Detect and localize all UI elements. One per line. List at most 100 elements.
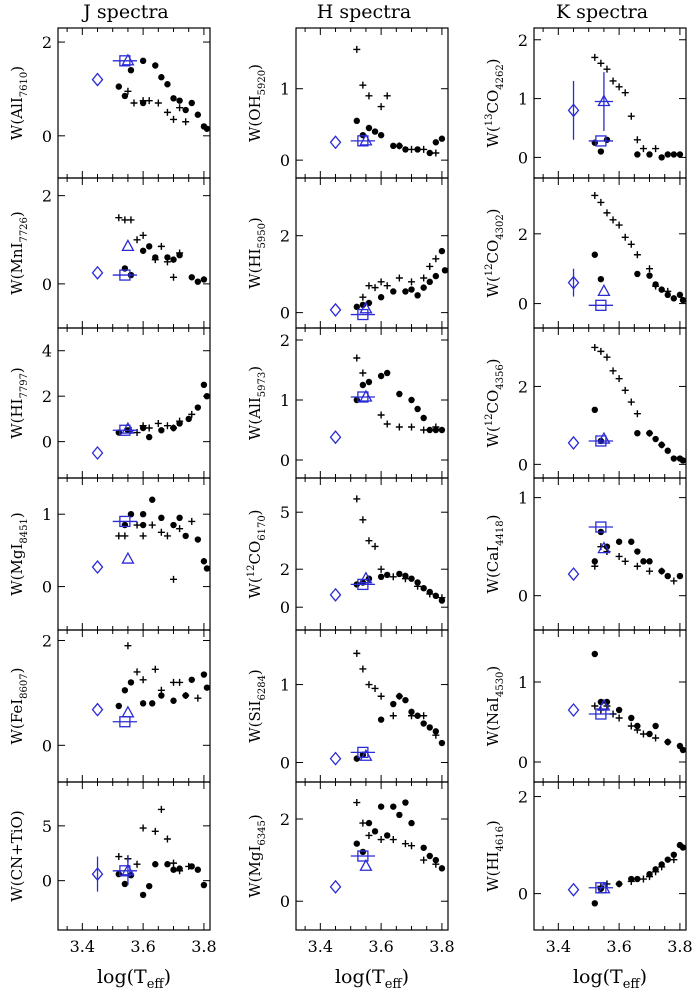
data-point-dot xyxy=(139,521,147,529)
data-point-cross xyxy=(658,567,666,575)
data-point-dot xyxy=(670,851,678,858)
data-point-cross xyxy=(432,149,440,157)
data-point-cross xyxy=(627,877,635,885)
panel-frame xyxy=(533,327,687,479)
data-point-square xyxy=(119,269,131,281)
y-tick-label: 2 xyxy=(518,788,528,807)
data-point-dot xyxy=(426,278,433,286)
data-point-cross xyxy=(621,557,629,565)
data-point-cross xyxy=(377,692,385,700)
data-point-square xyxy=(119,865,131,877)
data-point-diamond xyxy=(329,430,342,445)
y-axis-label: W(MgI6345) xyxy=(246,814,268,897)
panel-0-4: 0 2 W(FeI8607) xyxy=(8,629,211,783)
data-point-cross xyxy=(395,423,403,431)
data-point-cross xyxy=(420,426,428,434)
data-point-cross xyxy=(426,262,434,270)
data-point-dot xyxy=(390,288,397,295)
data-point-cross xyxy=(652,145,660,153)
data-point-cross xyxy=(121,532,129,540)
data-points xyxy=(91,214,208,285)
data-point-cross xyxy=(639,875,647,883)
data-point-diamond xyxy=(91,867,104,882)
data-point-diamond xyxy=(91,72,104,87)
data-point-dot xyxy=(676,291,684,299)
y-tick-label: 2 xyxy=(280,810,290,829)
data-point-dot xyxy=(603,136,611,143)
data-point-dot xyxy=(121,687,129,694)
y-tick-label: 2 xyxy=(280,331,290,350)
data-point-dot xyxy=(149,496,156,503)
data-point-cross xyxy=(639,145,647,153)
data-point-diamond xyxy=(91,265,104,280)
data-point-dot xyxy=(139,510,147,518)
data-point-cross xyxy=(182,118,190,126)
data-point-cross xyxy=(646,873,654,881)
panel-1-5: 0 2 W(MgI6345) xyxy=(246,781,449,931)
data-point-diamond xyxy=(329,135,342,150)
data-point-dot xyxy=(591,558,598,565)
data-point-cross xyxy=(359,665,367,673)
data-point-triangle xyxy=(359,389,373,402)
data-point-dot xyxy=(353,755,360,762)
data-point-diamond xyxy=(329,751,342,766)
data-point-triangle xyxy=(121,863,135,876)
data-point-dot xyxy=(408,708,415,716)
data-point-cross xyxy=(621,233,629,241)
data-point-cross xyxy=(154,99,162,107)
data-point-diamond xyxy=(91,560,104,575)
data-point-dot xyxy=(402,696,409,704)
data-point-dot xyxy=(390,803,397,810)
y-tick-label: 1 xyxy=(518,489,528,508)
data-point-cross xyxy=(133,236,141,244)
data-point-cross xyxy=(609,77,617,85)
y-tick-label: 2 xyxy=(518,31,528,50)
data-point-dot xyxy=(597,275,605,283)
data-point-dot xyxy=(353,303,360,311)
data-point-dot xyxy=(432,728,440,735)
data-point-dot xyxy=(158,514,165,522)
data-point-dot xyxy=(158,74,165,81)
data-point-dot xyxy=(408,819,415,827)
data-point-cross xyxy=(170,575,178,583)
data-point-dot xyxy=(365,124,373,132)
data-point-diamond xyxy=(567,103,580,118)
data-point-cross xyxy=(377,278,385,286)
data-points xyxy=(567,841,686,907)
y-axis-label: W(12CO6170) xyxy=(246,509,268,598)
data-point-dot xyxy=(164,254,171,261)
panel-1-2: 0 1 2 W(AlI5973) xyxy=(246,327,449,479)
data-point-dot xyxy=(377,573,385,580)
data-point-cross xyxy=(163,835,171,843)
data-point-cross xyxy=(365,537,373,545)
y-tick-label: 0 xyxy=(518,885,528,904)
data-points xyxy=(567,53,684,161)
data-point-cross xyxy=(414,582,422,590)
data-point-cross xyxy=(389,836,397,844)
data-point-dot xyxy=(634,151,641,158)
x-axis-label: log(Teff) xyxy=(97,966,171,992)
data-point-cross xyxy=(182,692,190,700)
data-point-dot xyxy=(426,852,433,860)
y-axis-label: W(FeI8607) xyxy=(8,668,30,745)
data-point-dot xyxy=(127,66,135,74)
data-point-dot xyxy=(203,125,210,132)
data-point-cross xyxy=(145,424,153,432)
data-point-dot xyxy=(359,381,367,389)
data-point-dot xyxy=(200,558,208,565)
data-point-dot xyxy=(390,142,397,150)
y-axis-label: W(CaI4418) xyxy=(484,515,506,594)
data-point-cross xyxy=(603,209,611,217)
data-point-dot xyxy=(634,270,641,278)
data-point-cross xyxy=(115,853,123,861)
y-tick-label: 5 xyxy=(280,503,290,522)
data-point-dot xyxy=(200,881,208,889)
y-axis-label: W(MnI7726) xyxy=(8,211,30,295)
data-point-dot xyxy=(426,724,433,731)
data-point-cross xyxy=(438,594,446,602)
y-tick-label: 0 xyxy=(42,736,52,755)
data-point-cross xyxy=(383,282,391,290)
data-point-dot xyxy=(200,381,208,389)
data-point-cross xyxy=(621,89,629,97)
data-point-dot xyxy=(591,650,598,658)
